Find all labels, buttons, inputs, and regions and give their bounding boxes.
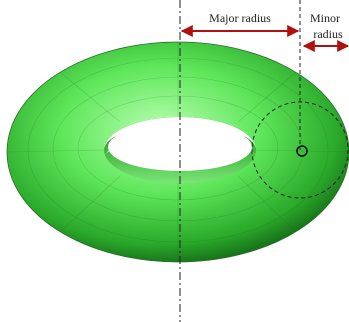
minor-radius-label: radius	[313, 27, 343, 41]
major-radius-label: Major radius	[209, 11, 271, 25]
minor-radius-label: Minor	[310, 11, 340, 25]
torus-diagram: Major radius Minor radius	[0, 0, 349, 322]
